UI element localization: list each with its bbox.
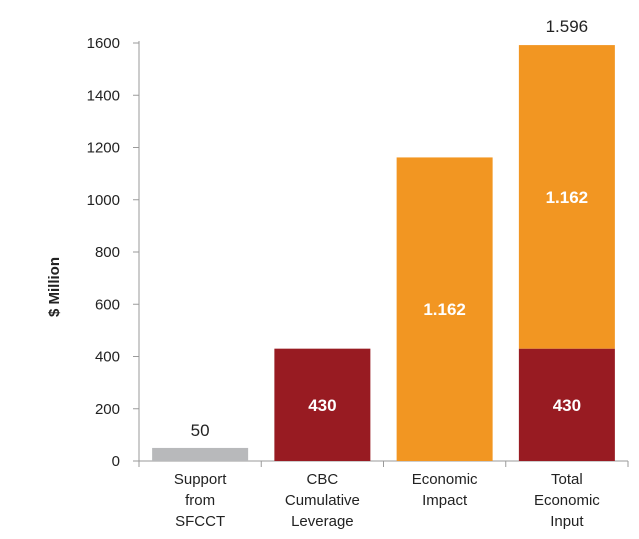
- x-category-label-line: from: [185, 492, 215, 509]
- x-category-label-line: Impact: [422, 492, 468, 509]
- y-tick-label: 0: [112, 453, 120, 470]
- x-category-label-line: SFCCT: [175, 513, 225, 530]
- x-category-label-line: Total: [551, 471, 583, 488]
- y-tick-label: 200: [95, 401, 120, 418]
- data-label: 430: [308, 396, 336, 415]
- x-category-label-line: Support: [174, 471, 227, 488]
- y-axis-label: $ Million: [46, 257, 63, 317]
- x-category-label: Economic Impact: [412, 471, 478, 509]
- y-tick-label: 400: [95, 349, 120, 366]
- y-tick-label: 800: [95, 244, 120, 261]
- x-category-label: Total Economic Input: [534, 471, 600, 530]
- bar-segment: [518, 45, 615, 349]
- x-category-label-line: Cumulative: [285, 492, 360, 509]
- data-label: 1.162: [546, 188, 589, 207]
- y-tick-label: 1400: [87, 87, 120, 104]
- x-category-label-line: Economic: [412, 471, 478, 488]
- bar-segment: [274, 348, 371, 461]
- x-category-label-line: Input: [550, 513, 584, 530]
- x-category-label-line: Economic: [534, 492, 600, 509]
- y-tick-label: 600: [95, 296, 120, 313]
- y-tick-label: 1600: [87, 35, 120, 52]
- x-category-label-line: Leverage: [291, 513, 354, 530]
- bar-segment: [396, 157, 493, 462]
- x-category-label: Support from SFCCT: [174, 471, 227, 530]
- x-category-label: CBC Cumulative Leverage: [285, 471, 360, 530]
- y-tick-label: 1000: [87, 192, 120, 209]
- x-category-label-line: CBC: [307, 471, 339, 488]
- total-label: 1.596: [546, 17, 589, 36]
- data-label: 1.162: [423, 300, 466, 319]
- bar-segment: [518, 348, 615, 461]
- data-label: 50: [191, 421, 210, 440]
- y-tick-label: 1200: [87, 140, 120, 157]
- bar-segment: [152, 447, 249, 461]
- data-label: 430: [553, 396, 581, 415]
